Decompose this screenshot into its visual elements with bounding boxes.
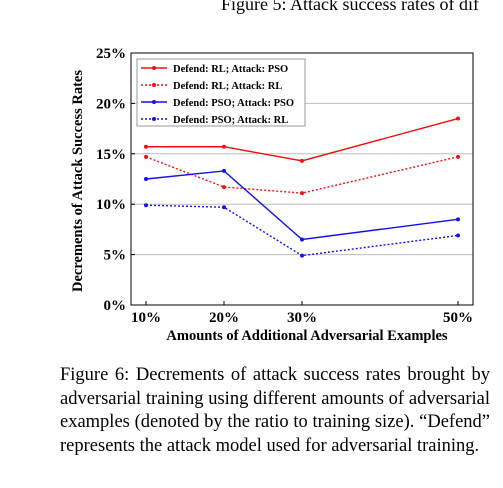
- data-point: [300, 254, 304, 258]
- data-point: [456, 233, 460, 237]
- series-line: [146, 205, 458, 255]
- x-axis-title: Amounts of Additional Adversarial Exampl…: [166, 328, 448, 344]
- data-point: [144, 203, 148, 207]
- data-point: [456, 155, 460, 159]
- x-tick-label: 50%: [443, 310, 473, 326]
- data-point: [222, 145, 226, 149]
- data-point: [300, 237, 304, 241]
- data-point: [144, 145, 148, 149]
- y-tick-label: 25%: [96, 46, 126, 62]
- y-tick-label: 5%: [104, 248, 127, 264]
- series-line: [146, 171, 458, 240]
- legend-label: Defend: PSO; Attack: RL: [173, 115, 288, 126]
- data-point: [222, 185, 226, 189]
- data-point: [222, 169, 226, 173]
- y-axis-title: Decrements of Attack Success Rates: [70, 70, 86, 292]
- data-point: [144, 155, 148, 159]
- legend-label: Defend: RL; Attack: PSO: [173, 64, 288, 75]
- legend-marker: [152, 83, 156, 87]
- figure-caption: Figure 6: Decrements of attack success r…: [60, 364, 490, 458]
- x-tick-label: 10%: [131, 310, 161, 326]
- line-chart: 0% 5% 10% 15% 20% 25% 10% 20% 30% 50% Decrements…: [0, 0, 503, 360]
- y-tick-label: 0%: [104, 298, 127, 314]
- y-tick-label: 10%: [96, 197, 126, 213]
- legend-label: Defend: PSO; Attack: PSO: [173, 98, 294, 109]
- series-4: [144, 203, 460, 257]
- legend-marker: [152, 100, 156, 104]
- y-tick-label: 15%: [96, 147, 126, 163]
- x-tick-label: 30%: [287, 310, 317, 326]
- legend: Defend: RL; Attack: PSO Defend: RL; Attac…: [137, 59, 305, 126]
- legend-label: Defend: RL; Attack: RL: [173, 81, 282, 92]
- data-point: [456, 217, 460, 221]
- series-lines: [144, 117, 460, 258]
- x-tick-label: 20%: [209, 310, 239, 326]
- data-point: [456, 117, 460, 121]
- data-point: [144, 177, 148, 181]
- y-axis-ticks: 0% 5% 10% 15% 20% 25%: [96, 46, 135, 314]
- data-point: [300, 159, 304, 163]
- data-point: [222, 205, 226, 209]
- data-point: [300, 191, 304, 195]
- legend-marker: [152, 117, 156, 121]
- legend-marker: [152, 66, 156, 70]
- series-3: [144, 169, 460, 242]
- y-tick-label: 20%: [96, 96, 126, 112]
